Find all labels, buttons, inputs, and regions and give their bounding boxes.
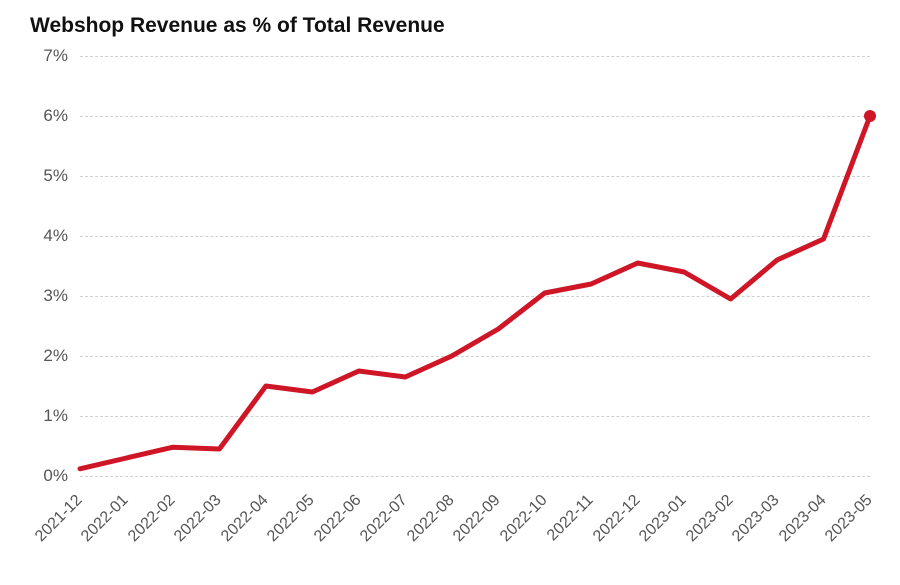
series-line xyxy=(80,116,870,469)
series-end-marker xyxy=(864,110,876,122)
chart-container: { "chart": { "type": "line", "title": "W… xyxy=(0,0,900,585)
line-layer xyxy=(0,0,900,585)
